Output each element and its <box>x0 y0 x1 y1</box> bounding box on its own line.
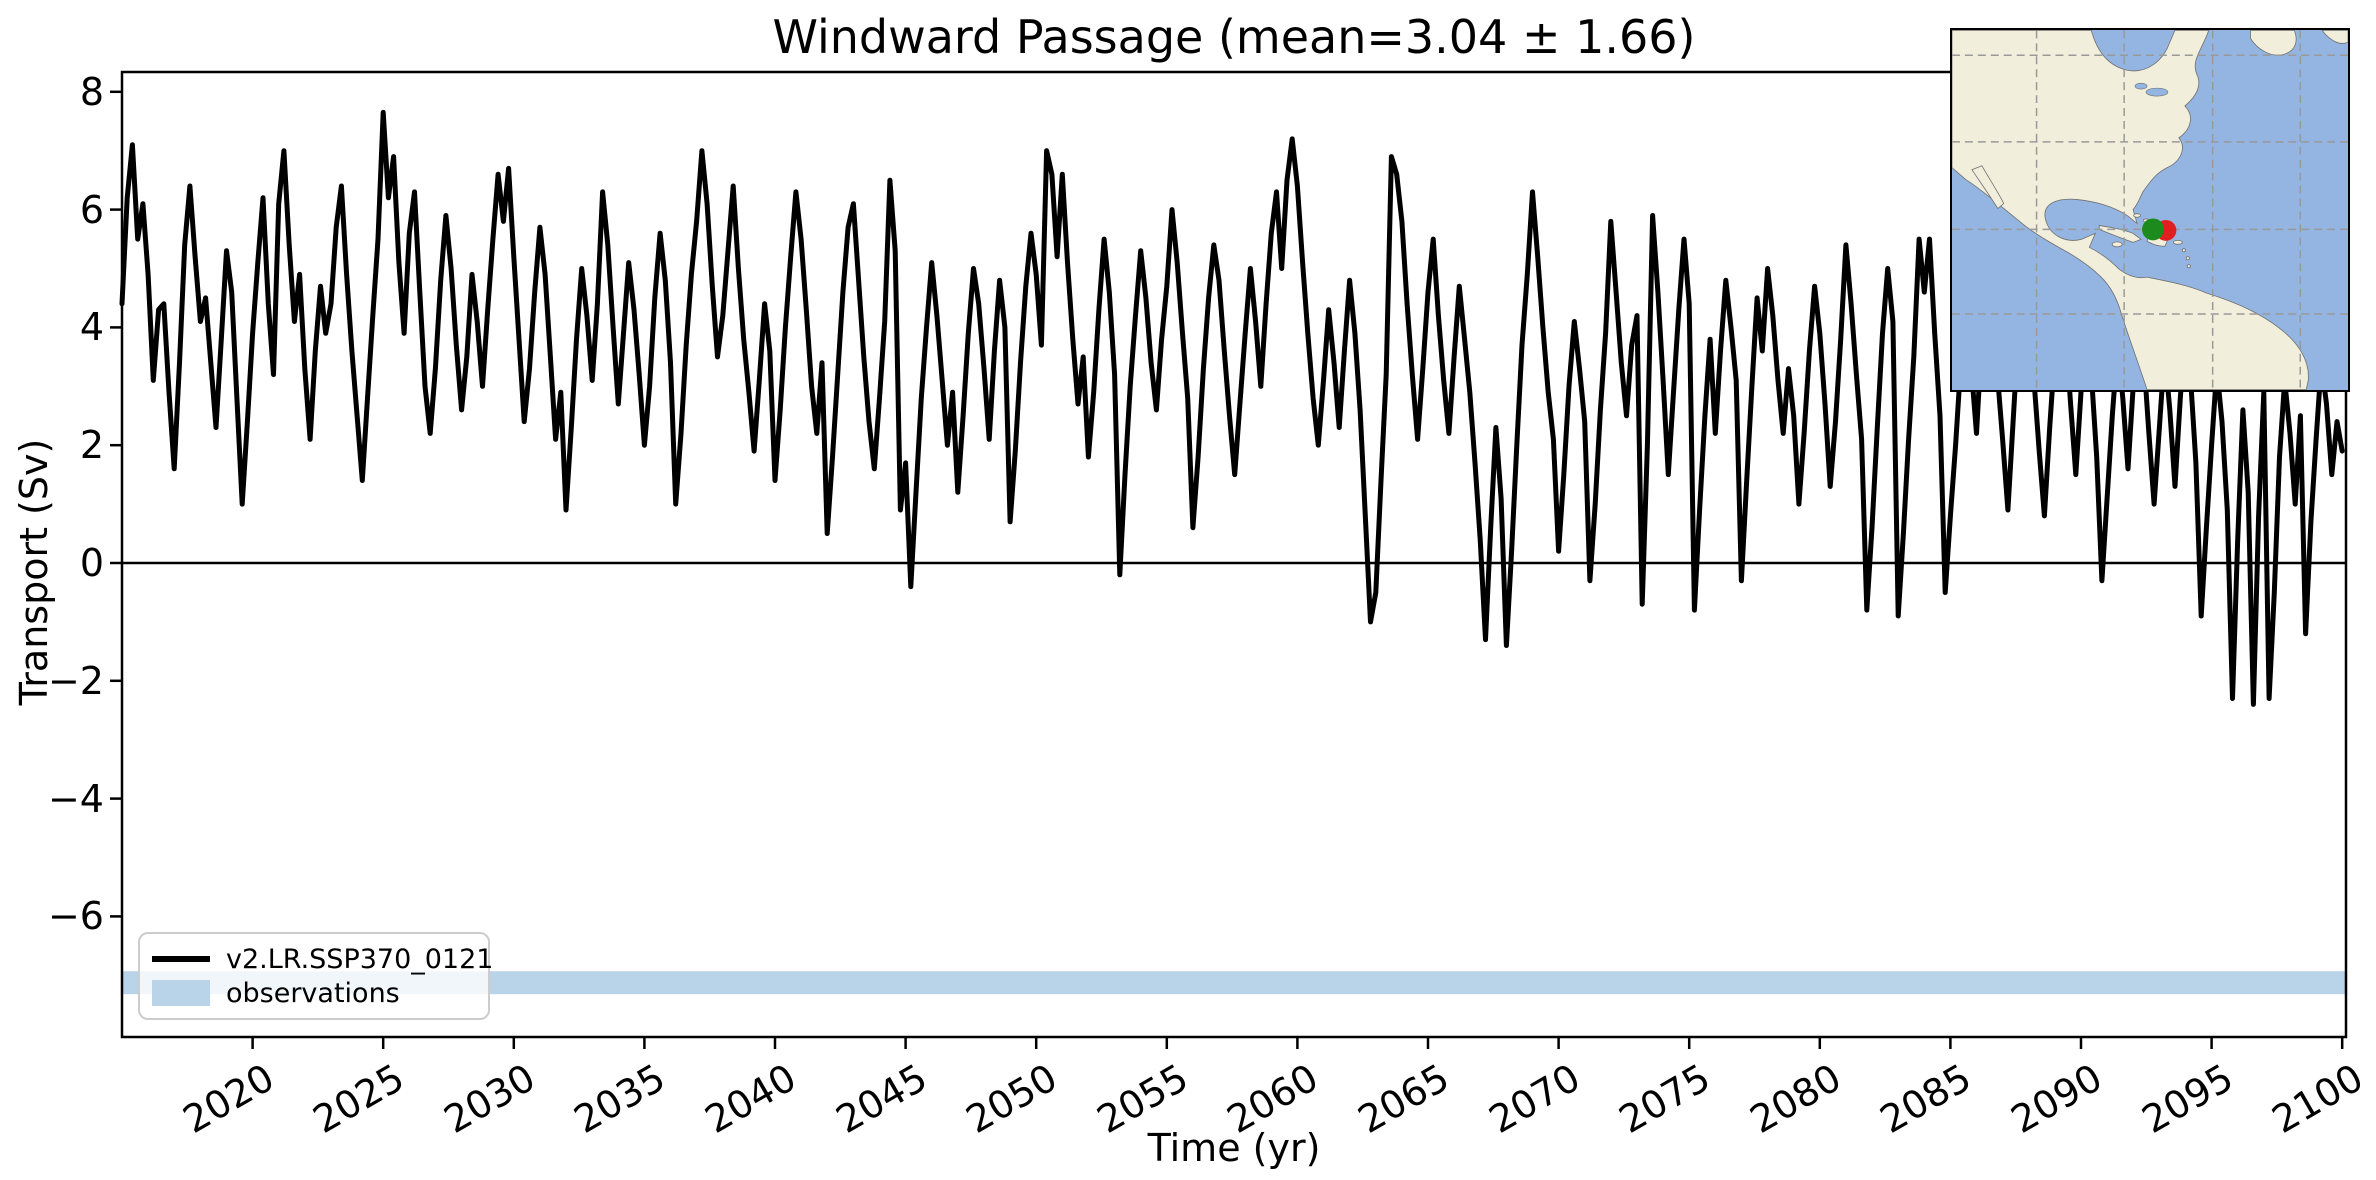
great-lakes-2 <box>2134 82 2148 90</box>
legend: v2.LR.SSP370_0121 observations <box>138 932 493 1020</box>
map-graphic <box>1952 30 2348 390</box>
jamaica <box>2111 241 2123 248</box>
y-tick-label: −4 <box>47 776 104 821</box>
chart-title: Windward Passage (mean=3.04 ± 1.66) <box>772 10 1696 64</box>
observations-band <box>122 971 2346 995</box>
x-axis-label: Time (yr) <box>1147 1126 1321 1170</box>
map-markers <box>2142 218 2177 241</box>
section-marker-green <box>2142 218 2164 241</box>
y-tick-label: −6 <box>47 894 104 939</box>
y-tick-label: 8 <box>79 69 104 114</box>
axes-spines <box>120 70 2348 1039</box>
inset-location-map <box>1950 28 2350 392</box>
y-tick-label: 6 <box>79 187 104 232</box>
legend-observations-label: observations <box>226 977 400 1009</box>
cuba <box>2098 224 2142 243</box>
land-top-right-corner <box>2321 30 2348 44</box>
y-tick-label: 4 <box>79 305 104 350</box>
legend-item-series: v2.LR.SSP370_0121 <box>152 942 493 976</box>
north-south-america-landmass <box>1952 30 2309 390</box>
bahamas <box>2133 213 2141 218</box>
observations-band-swatch <box>152 980 210 1006</box>
great-lakes <box>2145 87 2169 97</box>
puerto-rico <box>2172 239 2183 245</box>
tick-marks <box>110 90 2344 1049</box>
map-land <box>1952 30 2348 390</box>
series-line-swatch <box>152 956 210 962</box>
legend-item-observations: observations <box>152 976 476 1010</box>
y-tick-label: 2 <box>79 423 104 468</box>
antilles-3 <box>2186 264 2191 269</box>
antilles-1 <box>2181 248 2186 253</box>
y-tick-label: −2 <box>47 658 104 703</box>
y-tick-label: 0 <box>79 541 104 585</box>
legend-series-label: v2.LR.SSP370_0121 <box>226 943 494 975</box>
antilles-2 <box>2185 256 2190 261</box>
map-graticule <box>1952 30 2348 390</box>
map-lakes <box>2134 82 2169 97</box>
baja-california <box>1971 165 2005 210</box>
greenland <box>2250 30 2297 56</box>
